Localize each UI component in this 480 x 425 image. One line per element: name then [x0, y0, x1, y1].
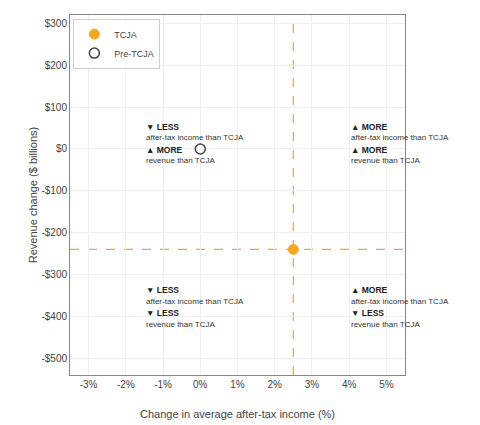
svg-text:TCJA: TCJA [114, 30, 137, 40]
svg-text:after-tax income than TCJA: after-tax income than TCJA [146, 133, 244, 142]
svg-text:▼ LESS: ▼ LESS [146, 122, 179, 132]
svg-text:revenue than TCJA: revenue than TCJA [351, 156, 420, 165]
svg-text:$100: $100 [45, 102, 68, 113]
svg-text:3%: 3% [305, 379, 320, 390]
svg-text:0%: 0% [193, 379, 208, 390]
svg-text:-$400: -$400 [41, 311, 67, 322]
svg-text:Pre-TCJA: Pre-TCJA [114, 49, 154, 59]
svg-text:-$100: -$100 [41, 185, 67, 196]
svg-text:$300: $300 [45, 18, 68, 29]
svg-text:▲ MORE: ▲ MORE [351, 122, 388, 132]
svg-text:revenue than TCJA: revenue than TCJA [351, 320, 420, 329]
svg-text:-2%: -2% [117, 379, 135, 390]
svg-text:Change in average after-tax in: Change in average after-tax income (%) [140, 408, 335, 420]
svg-text:▼ LESS: ▼ LESS [146, 285, 179, 295]
svg-text:▲ MORE: ▲ MORE [351, 145, 388, 155]
svg-text:-$300: -$300 [41, 269, 67, 280]
svg-text:▼ LESS: ▼ LESS [146, 308, 179, 318]
svg-text:after-tax income than TCJA: after-tax income than TCJA [146, 297, 244, 306]
svg-text:4%: 4% [342, 379, 357, 390]
svg-text:-$500: -$500 [41, 353, 67, 364]
svg-text:revenue than TCJA: revenue than TCJA [146, 156, 215, 165]
svg-text:-1%: -1% [154, 379, 172, 390]
svg-text:Revenue change ($ billions): Revenue change ($ billions) [27, 127, 39, 263]
svg-text:$200: $200 [45, 60, 68, 71]
svg-text:after-tax income than TCJA: after-tax income than TCJA [351, 133, 449, 142]
svg-text:after-tax income than TCJA: after-tax income than TCJA [351, 297, 449, 306]
svg-text:1%: 1% [230, 379, 245, 390]
svg-text:5%: 5% [379, 379, 394, 390]
svg-text:▼ LESS: ▼ LESS [351, 308, 384, 318]
svg-text:▲ MORE: ▲ MORE [146, 145, 183, 155]
svg-text:-3%: -3% [80, 379, 98, 390]
svg-text:2%: 2% [267, 379, 282, 390]
svg-text:revenue than TCJA: revenue than TCJA [146, 320, 215, 329]
svg-text:▲ MORE: ▲ MORE [351, 285, 388, 295]
svg-text:$0: $0 [56, 143, 68, 154]
svg-text:-$200: -$200 [41, 227, 67, 238]
